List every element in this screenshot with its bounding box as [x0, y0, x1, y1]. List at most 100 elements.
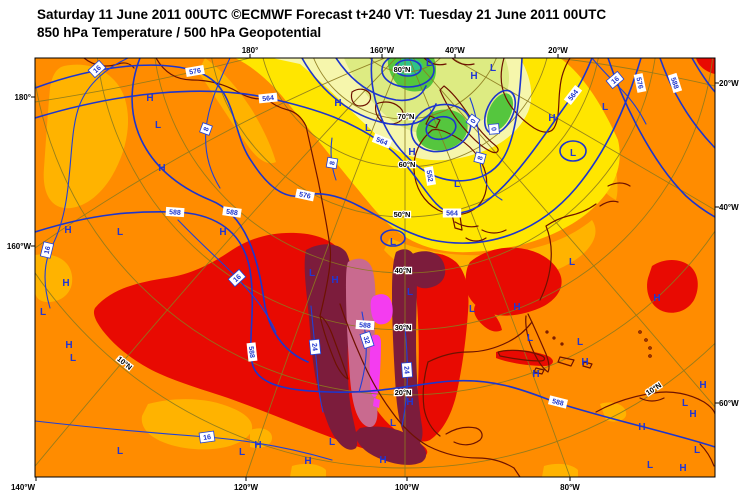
latitude-label-layer: 80°N70°N60°N50°N40°N30°N20°N10°N10°N: [114, 64, 664, 399]
svg-text:16: 16: [232, 273, 243, 283]
edge-label-layer: 180° 160°W 40°W 20°W 140°W 120°W 100°W 80°W 180°…: [7, 46, 739, 492]
temperature-label-layer: 16 16 8 8 0 0 8 16 16 16 24 32 24: [39, 59, 625, 444]
svg-text:576: 576: [189, 68, 202, 77]
svg-text:564: 564: [262, 95, 274, 103]
svg-text:588: 588: [359, 322, 371, 330]
geopotential-contour-label: 564: [442, 208, 462, 218]
svg-text:588: 588: [247, 346, 255, 358]
pressure-low-marker: L: [329, 437, 335, 448]
pressure-high-marker: H: [653, 293, 660, 304]
map-frame: [34, 57, 716, 478]
fill-maroon-bands: [304, 244, 446, 465]
pressure-high-marker: H: [408, 147, 415, 158]
temperature-contour-label: 16: [39, 241, 55, 259]
pressure-high-marker: H: [62, 278, 69, 289]
pressure-low-marker: L: [390, 418, 396, 429]
temperature-contour-label: 0: [488, 123, 500, 135]
latitude-label: 70°N: [398, 112, 415, 121]
geopotential-contour-label: 576: [185, 64, 205, 78]
longitude-label-left: 160°W: [7, 242, 32, 251]
longitude-label-top: 180°: [242, 46, 259, 55]
longitude-label-right: 20°W: [719, 79, 739, 88]
pressure-high-marker: H: [65, 340, 72, 351]
svg-text:8: 8: [329, 161, 337, 166]
pressure-low-marker: L: [454, 179, 460, 190]
pressure-high-marker: H: [304, 456, 311, 467]
temperature-contour-label: 8: [473, 151, 487, 165]
svg-text:0: 0: [489, 127, 496, 132]
svg-text:576: 576: [298, 191, 311, 200]
svg-text:0: 0: [470, 118, 478, 125]
pressure-high-marker: H: [406, 397, 413, 408]
pressure-high-marker: H: [679, 463, 686, 474]
pressure-low-marker: L: [390, 237, 396, 248]
svg-text:588: 588: [226, 209, 239, 218]
geopotential-contour-label: 588: [355, 319, 375, 331]
latitude-label: 30°N: [395, 323, 412, 332]
latitude-label: 80°N: [394, 65, 411, 74]
pressure-high-marker: H: [379, 455, 386, 466]
temperature-contour-label: 16: [87, 59, 107, 79]
pressure-high-marker: H: [532, 369, 539, 380]
geopotential-contour-label: 564: [258, 92, 278, 104]
pressure-high-marker: H: [689, 409, 696, 420]
geopotential-contour-label: 588: [222, 206, 242, 218]
geopotential-contour-label: 588: [246, 342, 258, 362]
pressure-high-marker: H: [581, 357, 588, 368]
title-line1: Saturday 11 June 2011 00UTC ©ECMWF Forec…: [37, 7, 607, 22]
svg-text:564: 564: [375, 136, 389, 147]
svg-text:576: 576: [634, 77, 643, 90]
pressure-high-marker: H: [64, 225, 71, 236]
pressure-high-marker: H: [254, 440, 261, 451]
pressure-high-marker: H: [548, 113, 555, 124]
fill-rose-band: [346, 258, 378, 428]
fill-yellow-green-region: [330, 58, 510, 135]
longitude-label-top: 40°W: [445, 46, 465, 55]
pressure-high-marker: H: [334, 98, 341, 109]
temperature-contour-label: 24: [401, 361, 413, 379]
longitude-label-left: 180°: [14, 93, 31, 102]
geopotential-contour-label: 588: [165, 206, 185, 218]
svg-text:24: 24: [402, 366, 410, 374]
latitude-label: 40°N: [395, 266, 412, 275]
svg-text:588: 588: [551, 398, 564, 408]
svg-text:8: 8: [203, 126, 211, 132]
pressure-high-marker: H: [470, 71, 477, 82]
svg-text:8: 8: [477, 155, 485, 161]
svg-text:16: 16: [44, 246, 53, 255]
pressure-low-marker: L: [365, 123, 371, 134]
geopotential-contour-label: 576: [295, 188, 315, 202]
pressure-high-marker: H: [158, 163, 165, 174]
longitude-label-bottom: 80°W: [560, 483, 580, 492]
pressure-low-marker: L: [117, 446, 123, 457]
svg-text:588: 588: [169, 209, 181, 217]
pressure-low-marker: L: [490, 63, 496, 74]
title-line2: 850 hPa Temperature / 500 hPa Geopotenti…: [37, 25, 322, 40]
svg-text:16: 16: [92, 64, 103, 74]
temperature-contour-label: 16: [605, 70, 625, 90]
pressure-high-marker: H: [699, 380, 706, 391]
latitude-label: 20°N: [395, 388, 412, 397]
svg-text:588: 588: [669, 77, 679, 90]
temperature-contour-label: 16: [198, 430, 216, 444]
svg-text:16: 16: [610, 76, 621, 86]
pressure-low-marker: L: [569, 257, 575, 268]
pressure-low-marker: L: [602, 102, 608, 113]
pressure-low-marker: L: [117, 227, 123, 238]
coastline-layer: [83, 58, 715, 477]
pressure-low-marker: L: [577, 337, 583, 348]
pressure-low-marker: L: [70, 353, 76, 364]
pressure-low-marker: L: [426, 58, 432, 69]
latitude-label: 60°N: [399, 160, 416, 169]
pressure-low-marker: L: [155, 120, 161, 131]
pressure-low-marker: L: [694, 445, 700, 456]
pressure-low-marker: L: [40, 307, 46, 318]
pressure-low-marker: L: [682, 398, 688, 409]
temperature-contour-label: 24: [308, 338, 322, 356]
longitude-label-right: 60°W: [719, 399, 739, 408]
